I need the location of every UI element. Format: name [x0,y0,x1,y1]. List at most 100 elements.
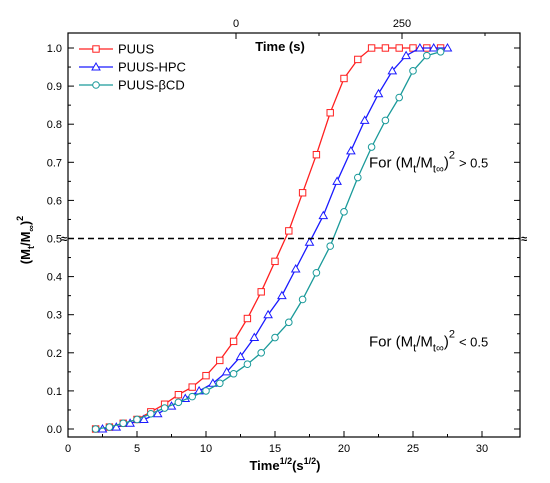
break-mark-right: ≈ [521,234,527,246]
x-tick-label: 30 [476,443,488,455]
annotation-close: ) [444,154,449,171]
data-point-triangle [428,42,439,52]
data-point-square [312,150,321,159]
x-axis-title-main: Time [249,458,279,473]
y-tick-label: 0.4 [47,272,62,284]
annotation-sub2: t∞ [433,163,444,175]
data-point-triangle [277,290,287,300]
top-tick-label: 250 [393,18,411,30]
data-point-triangle [304,237,315,246]
data-point-square [257,288,265,296]
top-tick-label: 0 [233,18,239,30]
data-point-circle [367,143,376,151]
data-point-circle [423,51,431,60]
data-point-square [285,227,293,235]
data-point-triangle [249,332,260,342]
data-point-triangle [221,366,232,376]
data-point-triangle [208,378,218,387]
data-point-circle [160,404,169,412]
data-point-triangle [401,50,411,60]
annotation-sub1: t [413,342,416,354]
annotation-prefix: For (M [369,333,413,350]
y-tick-label: 0.6 [47,195,62,207]
data-point-square [395,44,403,52]
data-point-triangle [359,115,370,124]
y-tick-label: 0.5 [47,234,62,246]
y-axis-title-sup: 2 [15,216,25,221]
series-line [102,47,448,430]
data-point-square [381,44,390,52]
x-tick-label: 25 [407,443,419,455]
data-point-triangle [346,145,356,155]
data-point-circle [381,116,390,125]
series-puus [91,44,445,433]
legend: PUUS PUUS-HPC PUUS-βCD [79,42,186,93]
break-mark-left: ≈ [61,234,67,246]
annotation-text: For (Mt/Mt∞)2 < 0.5 [369,328,488,354]
data-point-circle [340,208,348,216]
legend-label: PUUS-βCD [118,78,185,93]
y-tick-label: 0.3 [47,310,62,322]
x-tick-label: 5 [134,443,140,455]
data-point-square [229,337,238,346]
data-point-triangle [152,408,163,418]
data-point-triangle [442,42,453,52]
data-point-circle [174,398,183,407]
data-point-circle [354,173,362,182]
annotation-sup: 2 [449,328,455,340]
data-point-circle [395,93,404,102]
data-point-square [367,44,376,52]
data-point-circle [188,392,196,401]
data-point-triangle [263,309,273,319]
data-point-circle [92,81,100,89]
data-point-square [174,391,183,399]
plot-frame [67,32,521,438]
data-point-square [298,189,307,197]
data-point-circle [133,415,141,424]
x-axis-title-unit-open: (s [292,458,304,473]
data-point-triangle [387,65,398,75]
series-line [95,51,441,430]
y-axis-title-close: ) [18,221,33,225]
x-tick-label: 0 [65,443,71,455]
data-point-circle [243,360,252,369]
data-point-circle [257,349,266,357]
data-point-square [326,109,334,117]
y-tick-label: 0.7 [47,157,62,169]
data-point-circle [91,425,100,433]
data-point-square [354,55,362,64]
annotation-prefix: For (M [369,154,413,171]
y-tick-label: 0.9 [47,81,62,93]
data-point-circle [229,369,238,378]
series-puus-hpc [97,42,453,433]
y-axis-title-open: (M [18,249,33,264]
plot-area [91,42,453,433]
axes: 05101520253002505007500.00.10.20.30.40.5… [47,18,527,455]
data-point-circle [285,318,293,327]
annotation-relation: < 0.5 [459,334,488,349]
data-point-square [202,371,210,380]
data-point-triangle [111,422,122,431]
x-axis-title-unit-sup: 1/2 [304,456,317,466]
y-axis-title-mid: /M [18,232,33,246]
data-point-triangle [373,88,384,98]
data-point-square [92,45,100,53]
annotation-relation: > 0.5 [459,155,488,170]
data-point-triangle [125,418,135,427]
y-tick-label: 0.0 [47,424,62,436]
top-axis-title: Time (s) [255,39,305,54]
data-point-triangle [290,263,301,273]
data-point-circle [105,423,114,431]
data-point-circle [216,379,224,388]
legend-label: PUUS-HPC [118,60,186,75]
data-point-triangle [235,351,246,361]
x-tick-label: 15 [269,443,281,455]
annotation-close: ) [444,333,449,350]
data-point-square [243,314,252,323]
data-point-circle [312,268,321,277]
data-point-circle [298,295,307,304]
legend-label: PUUS [118,42,154,57]
data-point-triangle [139,414,149,423]
